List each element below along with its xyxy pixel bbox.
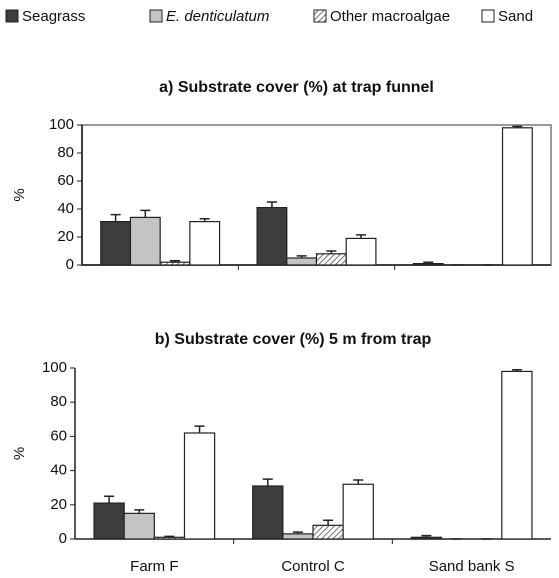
error-bar	[110, 213, 121, 222]
bar	[100, 221, 132, 266]
y-tick-label: 100	[49, 116, 74, 133]
bar	[501, 370, 533, 540]
chart-title: b) Substrate cover (%) 5 m from trap	[155, 331, 432, 348]
error-bar	[326, 250, 337, 254]
error-bar	[199, 218, 210, 222]
error-bar	[421, 534, 432, 538]
bar	[410, 536, 443, 540]
y-tick-label: 20	[50, 496, 67, 513]
bar	[252, 485, 284, 540]
error-bar	[353, 479, 364, 485]
y-tick-label: 0	[59, 530, 67, 547]
x-tick-label: Farm F	[130, 558, 178, 575]
bar	[189, 221, 221, 266]
bar	[153, 536, 186, 540]
error-bar	[104, 495, 115, 504]
bar	[282, 533, 314, 540]
legend-swatch	[481, 9, 495, 23]
bar	[256, 207, 288, 266]
error-bar	[511, 368, 522, 372]
error-bar	[292, 531, 303, 534]
bar	[123, 512, 155, 540]
legend-label: E. denticulatum	[166, 8, 269, 25]
y-axis-label: %	[11, 188, 28, 201]
bar	[183, 432, 216, 540]
chart-title: a) Substrate cover (%) at trap funnel	[159, 79, 434, 96]
bar	[286, 257, 318, 266]
error-bar	[356, 234, 367, 239]
legend-label: Other macroalgae	[330, 8, 450, 25]
error-bar	[262, 478, 273, 486]
y-tick-label: 0	[66, 256, 74, 273]
error-bar	[194, 425, 205, 433]
legend-swatch	[313, 9, 327, 23]
legend-swatch	[149, 9, 163, 23]
error-bar	[323, 519, 334, 526]
y-tick-label: 100	[42, 359, 67, 376]
legend-label: Sand	[498, 8, 533, 25]
bar	[129, 216, 161, 266]
bar	[342, 483, 374, 540]
y-axis-label: %	[11, 447, 28, 460]
y-tick-label: 60	[50, 427, 67, 444]
error-bar	[140, 209, 151, 218]
error-bar	[423, 261, 434, 264]
error-bar	[134, 509, 145, 514]
y-tick-label: 80	[50, 393, 67, 410]
x-tick-label: Control C	[281, 558, 345, 575]
bar	[501, 127, 533, 266]
bar	[412, 263, 444, 266]
bar	[159, 261, 191, 266]
error-bar	[266, 201, 277, 208]
legend-label: Seagrass	[22, 8, 85, 25]
y-tick-label: 40	[50, 462, 67, 479]
error-bar	[512, 125, 523, 128]
bar	[345, 237, 377, 266]
y-tick-label: 80	[57, 144, 74, 161]
y-tick-label: 60	[57, 172, 74, 189]
bar	[315, 253, 347, 266]
bar	[93, 502, 125, 540]
x-tick-label: Sand bank S	[429, 558, 515, 575]
error-bar	[296, 255, 307, 258]
y-tick-label: 40	[57, 200, 74, 217]
error-bar	[164, 535, 175, 538]
error-bar	[170, 260, 181, 263]
y-tick-label: 20	[57, 228, 74, 245]
legend-swatch	[5, 9, 19, 23]
bar	[312, 524, 344, 540]
